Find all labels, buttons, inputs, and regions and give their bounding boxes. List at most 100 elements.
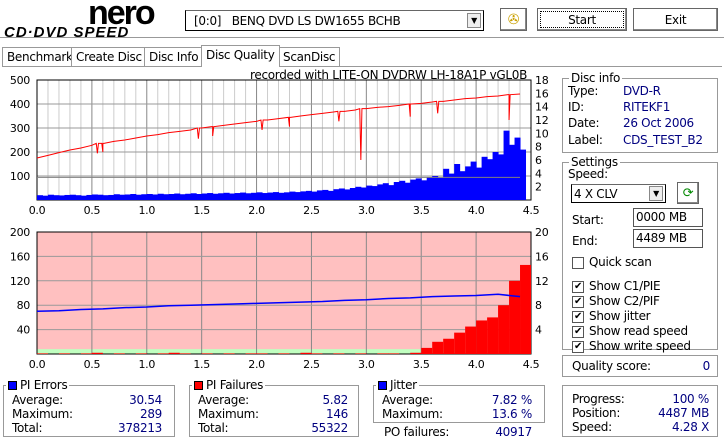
settings-group: Settings Speed: 4 X CLV ▼ ⟳ Start: 0000 …: [562, 155, 718, 353]
pif-bar: [333, 353, 345, 354]
x-tick-label: 4.0: [468, 358, 485, 370]
pie-bar: [300, 191, 307, 200]
pif-bar: [91, 352, 103, 354]
pie-bar: [146, 194, 153, 200]
checkbox-label: Show C2/PIF: [589, 294, 660, 308]
tab-create-disc[interactable]: Create Disc: [71, 47, 147, 67]
pie-bar: [344, 189, 351, 200]
tab-disc-quality[interactable]: Disc Quality: [201, 45, 280, 67]
pie-bar: [108, 194, 115, 200]
pie-bar: [267, 192, 274, 200]
pie-bar: [399, 180, 406, 200]
pie-bar: [465, 166, 472, 200]
speed-select[interactable]: 4 X CLV ▼: [571, 184, 666, 203]
start-label: Start:: [572, 213, 604, 227]
date-label: Date:: [568, 116, 600, 130]
jitter-maximum-value: 13.6 %: [491, 407, 532, 421]
tab-benchmark[interactable]: Benchmark: [2, 47, 78, 67]
pie-bar: [289, 191, 296, 200]
label-value: CDS_TEST_B2: [623, 133, 703, 147]
pif-bar: [223, 353, 235, 354]
pie-bar: [284, 192, 290, 200]
checkbox-quick-scan[interactable]: Quick scan: [572, 255, 652, 269]
pie-bar: [240, 192, 247, 200]
x-tick-label: 2.5: [303, 358, 320, 370]
y2-tick-label: 16: [535, 250, 549, 263]
pif-bar: [498, 305, 510, 354]
pie-bar: [322, 189, 329, 200]
pie-bar: [47, 194, 54, 200]
jitter-title: Jitter: [390, 378, 417, 392]
pif-bar: [388, 353, 400, 354]
pie-bar: [130, 194, 137, 200]
pie-bar: [119, 194, 126, 200]
pif-bar: [201, 353, 213, 354]
pie-bar: [212, 193, 219, 200]
checkbox-box[interactable]: ✔: [572, 310, 584, 323]
checkbox-show-jitter[interactable]: ✔ Show jitter: [572, 309, 651, 323]
pif-bar: [311, 353, 323, 354]
pie-bar: [185, 193, 192, 200]
pi-failures-chart: 200 160 120 80 40 20 16 12 8 4 0.0 0.5 1.0 1.5 2.0 2.5 3…: [10, 226, 549, 370]
quality-score-value: 0: [702, 359, 711, 373]
pi-errors-title: PI Errors: [20, 378, 68, 392]
refresh-speeds-button[interactable]: ⟳: [677, 182, 699, 204]
checkbox-box[interactable]: ✔: [572, 340, 584, 353]
pie-bar: [454, 164, 461, 200]
checkbox-box[interactable]: [572, 256, 584, 269]
refresh-icon: ⟳: [682, 185, 694, 201]
x-tick-label: 3.0: [358, 204, 375, 217]
pie-bar: [42, 195, 49, 200]
pie-bar: [223, 192, 230, 200]
pie-bar: [366, 185, 373, 200]
pie-bar: [234, 193, 241, 200]
pie-bar: [86, 194, 93, 200]
checkbox-show-write-speed[interactable]: ✔ Show write speed: [572, 339, 691, 353]
tab-disc-info[interactable]: Disc Info: [144, 47, 204, 67]
pie-bar: [410, 179, 417, 200]
end-input[interactable]: 4489 MB: [633, 229, 703, 248]
pie-bar: [327, 190, 334, 200]
pif-average-label: Average:: [198, 393, 249, 407]
pie-maximum-label: Maximum:: [12, 407, 73, 421]
pif-bar: [135, 353, 147, 354]
pif-bar: [168, 352, 180, 354]
exit-button[interactable]: Exit: [633, 8, 718, 31]
y-tick-label: 200: [10, 226, 30, 239]
speed-label: Speed:: [572, 420, 612, 434]
pie-bar: [481, 156, 488, 200]
quality-score-box: Quality score: 0: [562, 355, 718, 377]
start-button[interactable]: Start: [537, 8, 627, 31]
tab-scandisc[interactable]: ScanDisc: [278, 47, 341, 67]
pie-bar: [80, 195, 87, 200]
type-value: DVD-R: [623, 84, 661, 98]
start-input[interactable]: 0000 MB: [633, 208, 703, 227]
pie-bar: [157, 193, 164, 200]
pi-failures-color-icon: [194, 381, 203, 390]
pif-bar: [58, 353, 70, 354]
x-tick-label: 3.5: [413, 204, 430, 217]
chevron-down-icon[interactable]: ▼: [649, 186, 663, 201]
x-tick-label: 1.5: [193, 204, 210, 217]
x-tick-label: 4.0: [468, 204, 485, 217]
chevron-down-icon[interactable]: ▼: [467, 13, 481, 28]
checkbox-box[interactable]: ✔: [572, 280, 584, 293]
nero-logo: nero: [88, 0, 156, 32]
plot-background-red: [37, 232, 531, 354]
pie-average-value: 30.54: [129, 393, 162, 407]
y2-tick-label: 8: [535, 299, 542, 312]
pif-bar: [355, 353, 367, 354]
pie-bar: [113, 194, 120, 200]
drive-select[interactable]: [0:0] BENQ DVD LS DW1655 BCHB ▼: [185, 10, 484, 31]
speed-value: 4.28 X: [672, 420, 709, 434]
pie-bar: [421, 180, 428, 200]
checkbox-show-c1-pie[interactable]: ✔ Show C1/PIE: [572, 279, 661, 293]
pie-bar: [459, 171, 466, 200]
checkbox-box[interactable]: ✔: [572, 325, 584, 338]
checkbox-show-c2-pif[interactable]: ✔ Show C2/PIF: [572, 294, 660, 308]
checkbox-show-read-speed[interactable]: ✔ Show read speed: [572, 324, 688, 338]
pie-bar: [75, 195, 82, 200]
x-tick-label: 1.5: [193, 358, 210, 370]
drive-settings-button[interactable]: ✇: [500, 8, 527, 31]
checkbox-box[interactable]: ✔: [572, 295, 584, 308]
